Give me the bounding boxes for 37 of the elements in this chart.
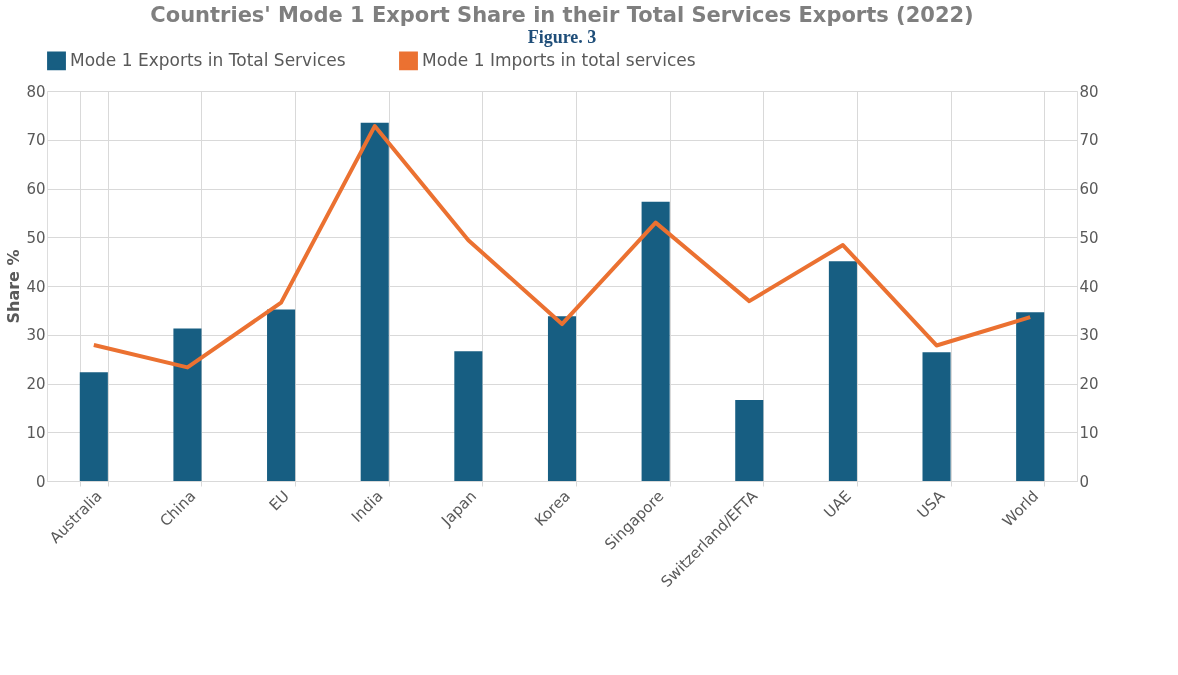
bar: [79, 372, 108, 481]
bar: [735, 400, 764, 481]
bar: [360, 122, 389, 481]
bar: [173, 328, 202, 481]
x-tick-label: USA: [913, 486, 949, 522]
y2-tick-label: 50: [1079, 228, 1099, 247]
bar: [828, 261, 857, 481]
text: Figure. 3: [527, 27, 597, 47]
bar: [267, 309, 296, 481]
line-series: [91, 124, 1033, 370]
y2-tick-label: 0: [1079, 472, 1090, 491]
y-tick-label: 30: [26, 326, 46, 345]
bar: [547, 316, 577, 481]
y2-tick-label: 10: [1079, 423, 1099, 442]
bar: [454, 351, 483, 481]
y-tick-label: 60: [26, 180, 46, 198]
y-tick-label: 20: [26, 375, 46, 393]
y-tick-label: 0: [35, 472, 46, 491]
y2-tick-label: 40: [1079, 277, 1099, 296]
legend-label: Mode 1 Exports in Total Services: [70, 49, 346, 70]
y-axis-title: Share %: [4, 249, 24, 324]
y-tick-label: 80: [26, 82, 46, 101]
x-tick-label: EU: [265, 487, 293, 515]
y-tick-label: 70: [26, 131, 46, 150]
y-tick-label: 50: [26, 228, 46, 247]
bar: [1016, 312, 1045, 481]
bar: [922, 352, 951, 481]
y2-tick-label: 70: [1079, 131, 1099, 150]
bar: [641, 201, 670, 481]
y2-tick-label: 80: [1079, 82, 1099, 101]
y2-tick-label: 60: [1079, 180, 1099, 198]
y2-tick-label: 30: [1079, 326, 1099, 345]
y-tick-label: 40: [26, 277, 46, 296]
legend-label: Mode 1 Imports in total services: [422, 49, 696, 70]
chart-title: Countries' Mode 1 Export Share in their Total Services Exports (2022): [150, 3, 974, 27]
y2-tick-label: 20: [1079, 375, 1099, 393]
y-tick-label: 10: [26, 423, 46, 442]
